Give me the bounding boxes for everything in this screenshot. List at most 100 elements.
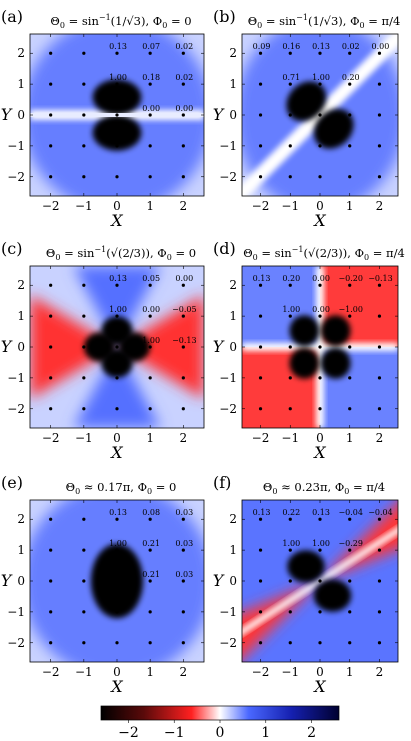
grid-dot: [377, 517, 382, 521]
grid-dot: [258, 548, 263, 552]
y-tick-label: −1: [219, 605, 237, 619]
value-label: 1.00: [142, 336, 160, 345]
grid-dot: [318, 314, 322, 318]
x-axis-label: X: [109, 677, 123, 696]
y-tick-label: 0: [17, 574, 25, 588]
title-phi-sub: 0: [162, 21, 167, 30]
title-sub: 0: [253, 253, 258, 262]
value-label: −0.04: [338, 508, 363, 517]
grid-dot: [288, 51, 292, 55]
density-map: [242, 34, 398, 196]
grid-dot: [148, 641, 152, 645]
title-mid: = sin: [60, 246, 95, 260]
grid-dot: [288, 548, 292, 552]
x-tick-label: −2: [42, 199, 60, 213]
value-label: 1.00: [312, 73, 330, 82]
y-tick-label: 2: [229, 512, 237, 526]
y-tick-label: −1: [219, 139, 237, 153]
grid-dot: [348, 283, 352, 287]
value-label: 0.02: [342, 42, 360, 51]
title-phi-val: = 0: [167, 14, 191, 28]
grid-dot: [318, 345, 322, 349]
value-label: 0.21: [142, 570, 160, 579]
grid-dot: [115, 610, 119, 614]
grid-dot: [115, 641, 119, 645]
x-tick-label: 1: [346, 665, 354, 679]
y-tick-label: 2: [17, 278, 25, 292]
x-tick-label: −2: [252, 199, 270, 213]
title-phi-val: = 0: [152, 480, 176, 494]
value-label: 0.21: [142, 539, 160, 548]
value-label: −0.13: [172, 336, 197, 345]
grid-dot: [288, 345, 292, 349]
grid-dot: [318, 579, 322, 583]
grid-dot: [181, 283, 185, 287]
value-label: 1.00: [109, 73, 127, 82]
value-label: 0.00: [175, 104, 193, 113]
title-arg: (1/√3),: [308, 14, 350, 28]
title-sup: −1: [292, 245, 304, 254]
title-phi: Φ: [335, 480, 344, 494]
grid-dot: [258, 407, 263, 411]
panel-title: Θ0 = sin−1(1/√3), Φ0 = 0: [50, 13, 191, 30]
colorbar-tick-label: 1: [261, 725, 270, 741]
title-arg: (√(2/3)),: [303, 246, 354, 260]
title-pre: Θ: [46, 246, 55, 260]
grid-dot: [181, 113, 185, 117]
panel-title: Θ0 = sin−1(√(2/3)), Φ0 = 0: [46, 245, 196, 262]
x-tick-label: −1: [281, 199, 299, 213]
y-tick-label: 2: [229, 46, 237, 60]
title-phi-sub: 0: [360, 21, 365, 30]
grid-dot: [318, 51, 322, 55]
grid-dot: [288, 641, 292, 645]
grid-dot: [82, 579, 86, 583]
title-mid: = sin: [262, 14, 297, 28]
grid-dot: [258, 376, 263, 380]
grid-dot: [348, 113, 352, 117]
x-tick-label: 2: [376, 199, 384, 213]
grid-dot: [115, 82, 119, 86]
y-tick-label: 2: [229, 278, 237, 292]
value-label: 1.00: [282, 305, 300, 314]
grid-dot: [82, 51, 86, 55]
value-label: 0.71: [282, 73, 300, 82]
grid-dot: [148, 376, 152, 380]
grid-dot: [49, 283, 53, 287]
grid-dot: [82, 113, 86, 117]
y-axis-label: Y: [213, 571, 225, 590]
grid-dot: [348, 82, 352, 86]
grid-dot: [318, 517, 322, 521]
grid-dot: [377, 641, 382, 645]
value-label: −0.13: [368, 274, 393, 283]
x-axis-label: X: [312, 677, 326, 696]
grid-dot: [318, 610, 322, 614]
grid-dot: [377, 407, 382, 411]
grid-dot: [348, 345, 352, 349]
grid-dot: [181, 175, 185, 179]
x-tick-label: 2: [376, 431, 384, 445]
grid-dot: [377, 314, 382, 318]
title-phi: Φ: [157, 246, 166, 260]
grid-dot: [348, 314, 352, 318]
grid-dot: [258, 82, 263, 86]
value-label: 0.13: [312, 508, 330, 517]
grid-dot: [49, 345, 53, 349]
grid-dot: [348, 144, 352, 148]
grid-dot: [82, 175, 86, 179]
title-sup: −1: [99, 13, 111, 22]
value-label: 0.07: [142, 42, 160, 51]
x-tick-label: 1: [146, 431, 154, 445]
colorbar-gradient: [100, 705, 340, 721]
grid-dot: [318, 407, 322, 411]
x-tick-label: −1: [75, 199, 93, 213]
y-tick-label: −2: [219, 636, 237, 650]
grid-dot: [288, 82, 292, 86]
grid-dot: [49, 113, 53, 117]
grid-dot: [115, 175, 119, 179]
y-axis-label: Y: [213, 105, 225, 124]
grid-dot: [318, 376, 322, 380]
panel-letter: (d): [213, 239, 236, 258]
grid-dot: [49, 407, 53, 411]
y-tick-label: 0: [229, 108, 237, 122]
